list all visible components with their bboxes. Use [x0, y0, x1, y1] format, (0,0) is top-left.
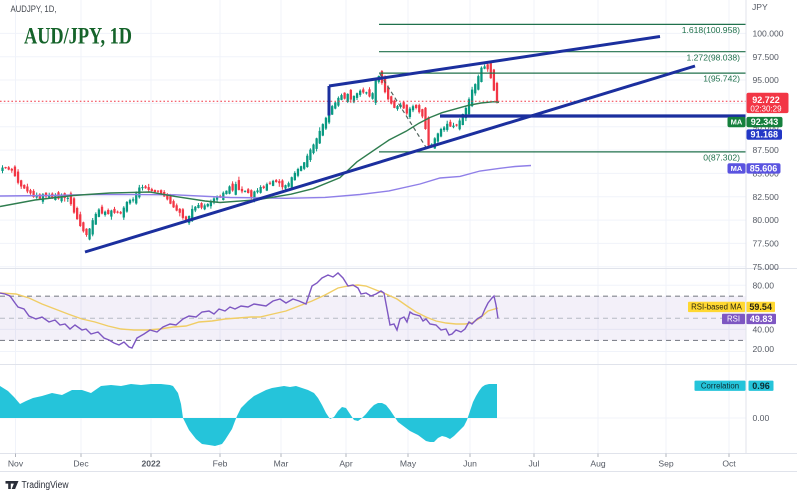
svg-text:May: May — [400, 459, 417, 469]
svg-text:92.722: 92.722 — [752, 95, 780, 105]
svg-text:1(95.742): 1(95.742) — [703, 74, 740, 84]
svg-text:85.606: 85.606 — [750, 164, 778, 174]
svg-text:97.500: 97.500 — [753, 52, 780, 62]
svg-text:95.000: 95.000 — [753, 75, 780, 85]
svg-text:0.96: 0.96 — [752, 381, 770, 391]
svg-text:Mar: Mar — [274, 459, 289, 469]
svg-text:Nov: Nov — [8, 459, 24, 469]
svg-text:80.00: 80.00 — [753, 280, 775, 290]
svg-text:91.168: 91.168 — [751, 130, 779, 140]
svg-text:RSI-based MA: RSI-based MA — [691, 303, 742, 312]
svg-text:JPY: JPY — [752, 2, 768, 12]
svg-text:0.00: 0.00 — [753, 413, 770, 423]
svg-text:82.500: 82.500 — [753, 192, 780, 202]
svg-text:TradingView: TradingView — [22, 480, 70, 491]
svg-text:MA: MA — [731, 164, 743, 173]
svg-text:02:30:29: 02:30:29 — [750, 105, 782, 114]
svg-text:MA: MA — [731, 118, 743, 127]
svg-text:49.83: 49.83 — [750, 314, 773, 324]
svg-text:0(87.302): 0(87.302) — [703, 153, 740, 163]
svg-text:RSI: RSI — [727, 315, 740, 324]
svg-text:80.000: 80.000 — [753, 215, 780, 225]
svg-text:Correlation: Correlation — [701, 381, 739, 390]
svg-text:Jul: Jul — [529, 459, 540, 469]
svg-text:Dec: Dec — [73, 459, 89, 469]
svg-text:87.500: 87.500 — [753, 145, 780, 155]
svg-text:59.54: 59.54 — [749, 302, 772, 312]
svg-text:AUD/JPY, 1D: AUD/JPY, 1D — [24, 24, 132, 49]
svg-text:Feb: Feb — [213, 459, 228, 469]
svg-text:100.000: 100.000 — [753, 29, 784, 39]
svg-text:AUDJPY, 1D,: AUDJPY, 1D, — [11, 4, 57, 14]
svg-text:75.000: 75.000 — [753, 262, 780, 272]
svg-text:Oct: Oct — [722, 459, 736, 469]
svg-text:92.343: 92.343 — [751, 117, 779, 127]
svg-text:20.00: 20.00 — [753, 344, 775, 354]
svg-text:77.500: 77.500 — [753, 239, 780, 249]
svg-text:2022: 2022 — [141, 459, 160, 469]
svg-text:Jun: Jun — [463, 459, 477, 469]
svg-text:1.618(100.958): 1.618(100.958) — [682, 25, 740, 35]
svg-text:Apr: Apr — [339, 459, 353, 469]
svg-text:1.272(98.038): 1.272(98.038) — [686, 52, 740, 62]
svg-text:Aug: Aug — [590, 459, 606, 469]
svg-text:Sep: Sep — [658, 459, 674, 469]
svg-text:40.00: 40.00 — [753, 325, 775, 335]
